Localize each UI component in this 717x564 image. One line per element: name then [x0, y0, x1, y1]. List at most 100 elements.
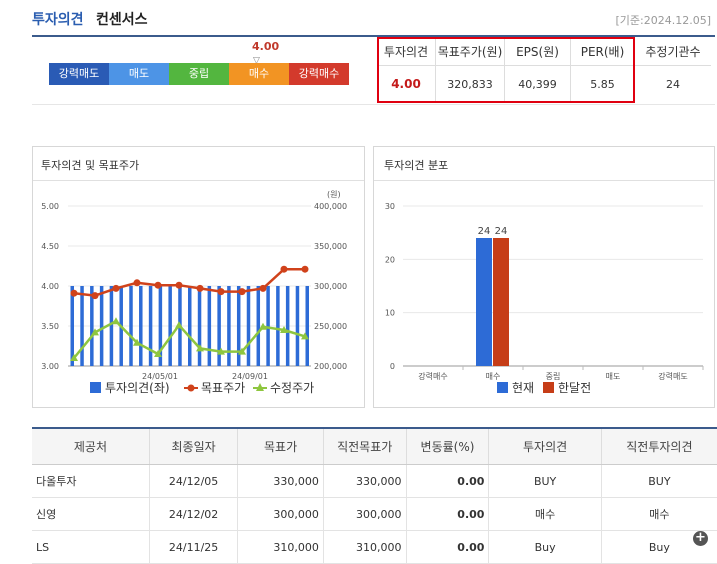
summary-count-value: 24 — [635, 65, 711, 102]
table-row: 신영 24/12/02 300,000 300,000 0.00 매수 매수 — [32, 497, 717, 531]
table-cell: 신영 — [32, 497, 150, 531]
table-cell: 0.00 — [406, 464, 490, 498]
summary-header-target: 목표주가(원) — [436, 37, 505, 65]
opinion-bar — [70, 286, 74, 366]
col-provider: 제공처 — [32, 427, 150, 465]
y-left-tick: 4.50 — [41, 242, 59, 251]
opinion-target-panel-title: 투자의견 및 목표주가 — [41, 159, 140, 172]
y-tick: 0 — [390, 362, 395, 371]
summary-target-value: 320,833 — [436, 65, 505, 102]
summary-header-per: PER(배) — [571, 37, 635, 65]
opinion-target-panel — [32, 146, 365, 408]
opinion-bar — [217, 286, 221, 366]
adjusted-price-point — [196, 344, 204, 352]
x-category-label: 강력매수 — [418, 371, 447, 381]
adjusted-price-point — [154, 350, 162, 357]
opinion-bar — [266, 286, 270, 366]
table-cell: BUY — [488, 464, 602, 498]
target-price-point — [91, 292, 99, 300]
section-subtitle: 컨센서스 — [96, 12, 148, 28]
opinion-scale: 강력매도 매도 중립 매수 강력매수 — [49, 63, 349, 85]
provider-table: 제공처 최종일자 목표가 직전목표가 변동률(%) 투자의견 직전투자의견 다올… — [32, 427, 717, 564]
col-prev-target: 직전목표가 — [323, 427, 407, 465]
table-cell: 24/12/02 — [149, 497, 239, 531]
target-price-point — [196, 284, 204, 292]
legend-label: 투자의견(좌) — [105, 381, 170, 395]
target-price-point — [70, 289, 78, 297]
opinion-bar — [188, 286, 192, 366]
target-price-point — [217, 288, 225, 296]
opinion-bar — [129, 286, 133, 366]
legend-label: 현재 — [512, 381, 534, 395]
table-cell: 0.00 — [406, 530, 490, 564]
x-category-label: 매도 — [606, 372, 621, 381]
data-label: 24 — [495, 226, 508, 237]
panel-title-divider — [374, 180, 714, 181]
x-category-label: 매수 — [486, 372, 501, 381]
month-ago-bar — [493, 238, 509, 366]
opinion-bar — [80, 286, 84, 366]
opinion-bar — [285, 286, 290, 366]
adjusted-price-point — [70, 354, 78, 361]
opinion-marker-icon: ▽ — [253, 56, 260, 66]
target-price-point — [238, 288, 246, 296]
y-left-tick: 5.00 — [41, 202, 59, 211]
opinion-dist-panel — [373, 146, 715, 408]
table-cell: 310,000 — [237, 530, 324, 564]
current-bar — [476, 238, 492, 366]
adjusted-price-point — [91, 328, 99, 336]
adjusted-price-point — [280, 326, 288, 333]
table-cell: 300,000 — [237, 497, 324, 531]
opinion-bar — [168, 286, 172, 366]
table-row: LS 24/11/25 310,000 310,000 0.00 Buy Buy — [32, 530, 717, 564]
y-left-tick: 3.50 — [41, 322, 59, 331]
adjusted-price-point — [301, 332, 309, 340]
table-cell: Buy — [488, 530, 602, 564]
opinion-bar — [90, 286, 94, 366]
opinion-bar — [295, 286, 300, 366]
panel-title-divider — [33, 180, 364, 181]
opinion-bar — [109, 286, 114, 366]
y-tick: 30 — [385, 202, 395, 211]
col-date: 최종일자 — [149, 427, 239, 465]
more-button[interactable]: + — [693, 531, 708, 546]
table-cell: 310,000 — [323, 530, 407, 564]
summary-header-eps: EPS(원) — [505, 37, 571, 65]
x-category-label: 중립 — [546, 372, 561, 381]
table-cell: 다올투자 — [32, 464, 150, 498]
legend-swatch-opinion — [90, 382, 101, 393]
opinion-target-chart: (원) 5.00 400,000 4.50 350,000 4.00 300,000 3.50… — [41, 190, 347, 395]
adjusted-price-point — [112, 317, 120, 325]
adjusted-price-point — [238, 347, 246, 355]
opinion-bar — [246, 286, 251, 366]
y-left-tick: 4.00 — [41, 282, 59, 291]
x-tick-label: 24/05/01 — [142, 372, 178, 381]
table-cell: 0.00 — [406, 497, 490, 531]
legend-swatch-current — [497, 382, 508, 393]
adjusted-price-point — [259, 322, 267, 330]
data-label: 24 — [478, 226, 491, 237]
legend-swatch-month-ago — [543, 382, 554, 393]
section-title: 투자의견 — [32, 12, 84, 28]
opinion-segment-buy: 매수 — [229, 63, 289, 85]
target-price-point — [112, 284, 120, 292]
y-right-tick: 350,000 — [314, 242, 347, 251]
summary-opinion-value: 4.00 — [377, 65, 436, 102]
section-divider — [32, 104, 715, 105]
summary-eps-value: 40,399 — [505, 65, 571, 102]
col-prev-opinion: 직전투자의견 — [601, 427, 717, 465]
col-opinion: 투자의견 — [488, 427, 602, 465]
base-date: [기준:2024.12.05] — [615, 14, 711, 27]
opinion-segment-neutral: 중립 — [169, 63, 229, 85]
legend-swatch-target-dot — [187, 384, 195, 392]
y-right-tick: 200,000 — [314, 362, 347, 371]
x-category-label: 강력매도 — [658, 371, 687, 381]
col-target: 목표가 — [237, 427, 324, 465]
col-change: 변동률(%) — [406, 427, 490, 465]
summary-per-value: 5.85 — [571, 65, 635, 102]
summary-header-count: 추정기관수 — [645, 44, 701, 59]
opinion-dist-panel-title: 투자의견 분포 — [384, 159, 449, 172]
table-cell: 330,000 — [237, 464, 324, 498]
adjusted-price-line — [73, 319, 306, 359]
target-price-point — [133, 279, 141, 287]
